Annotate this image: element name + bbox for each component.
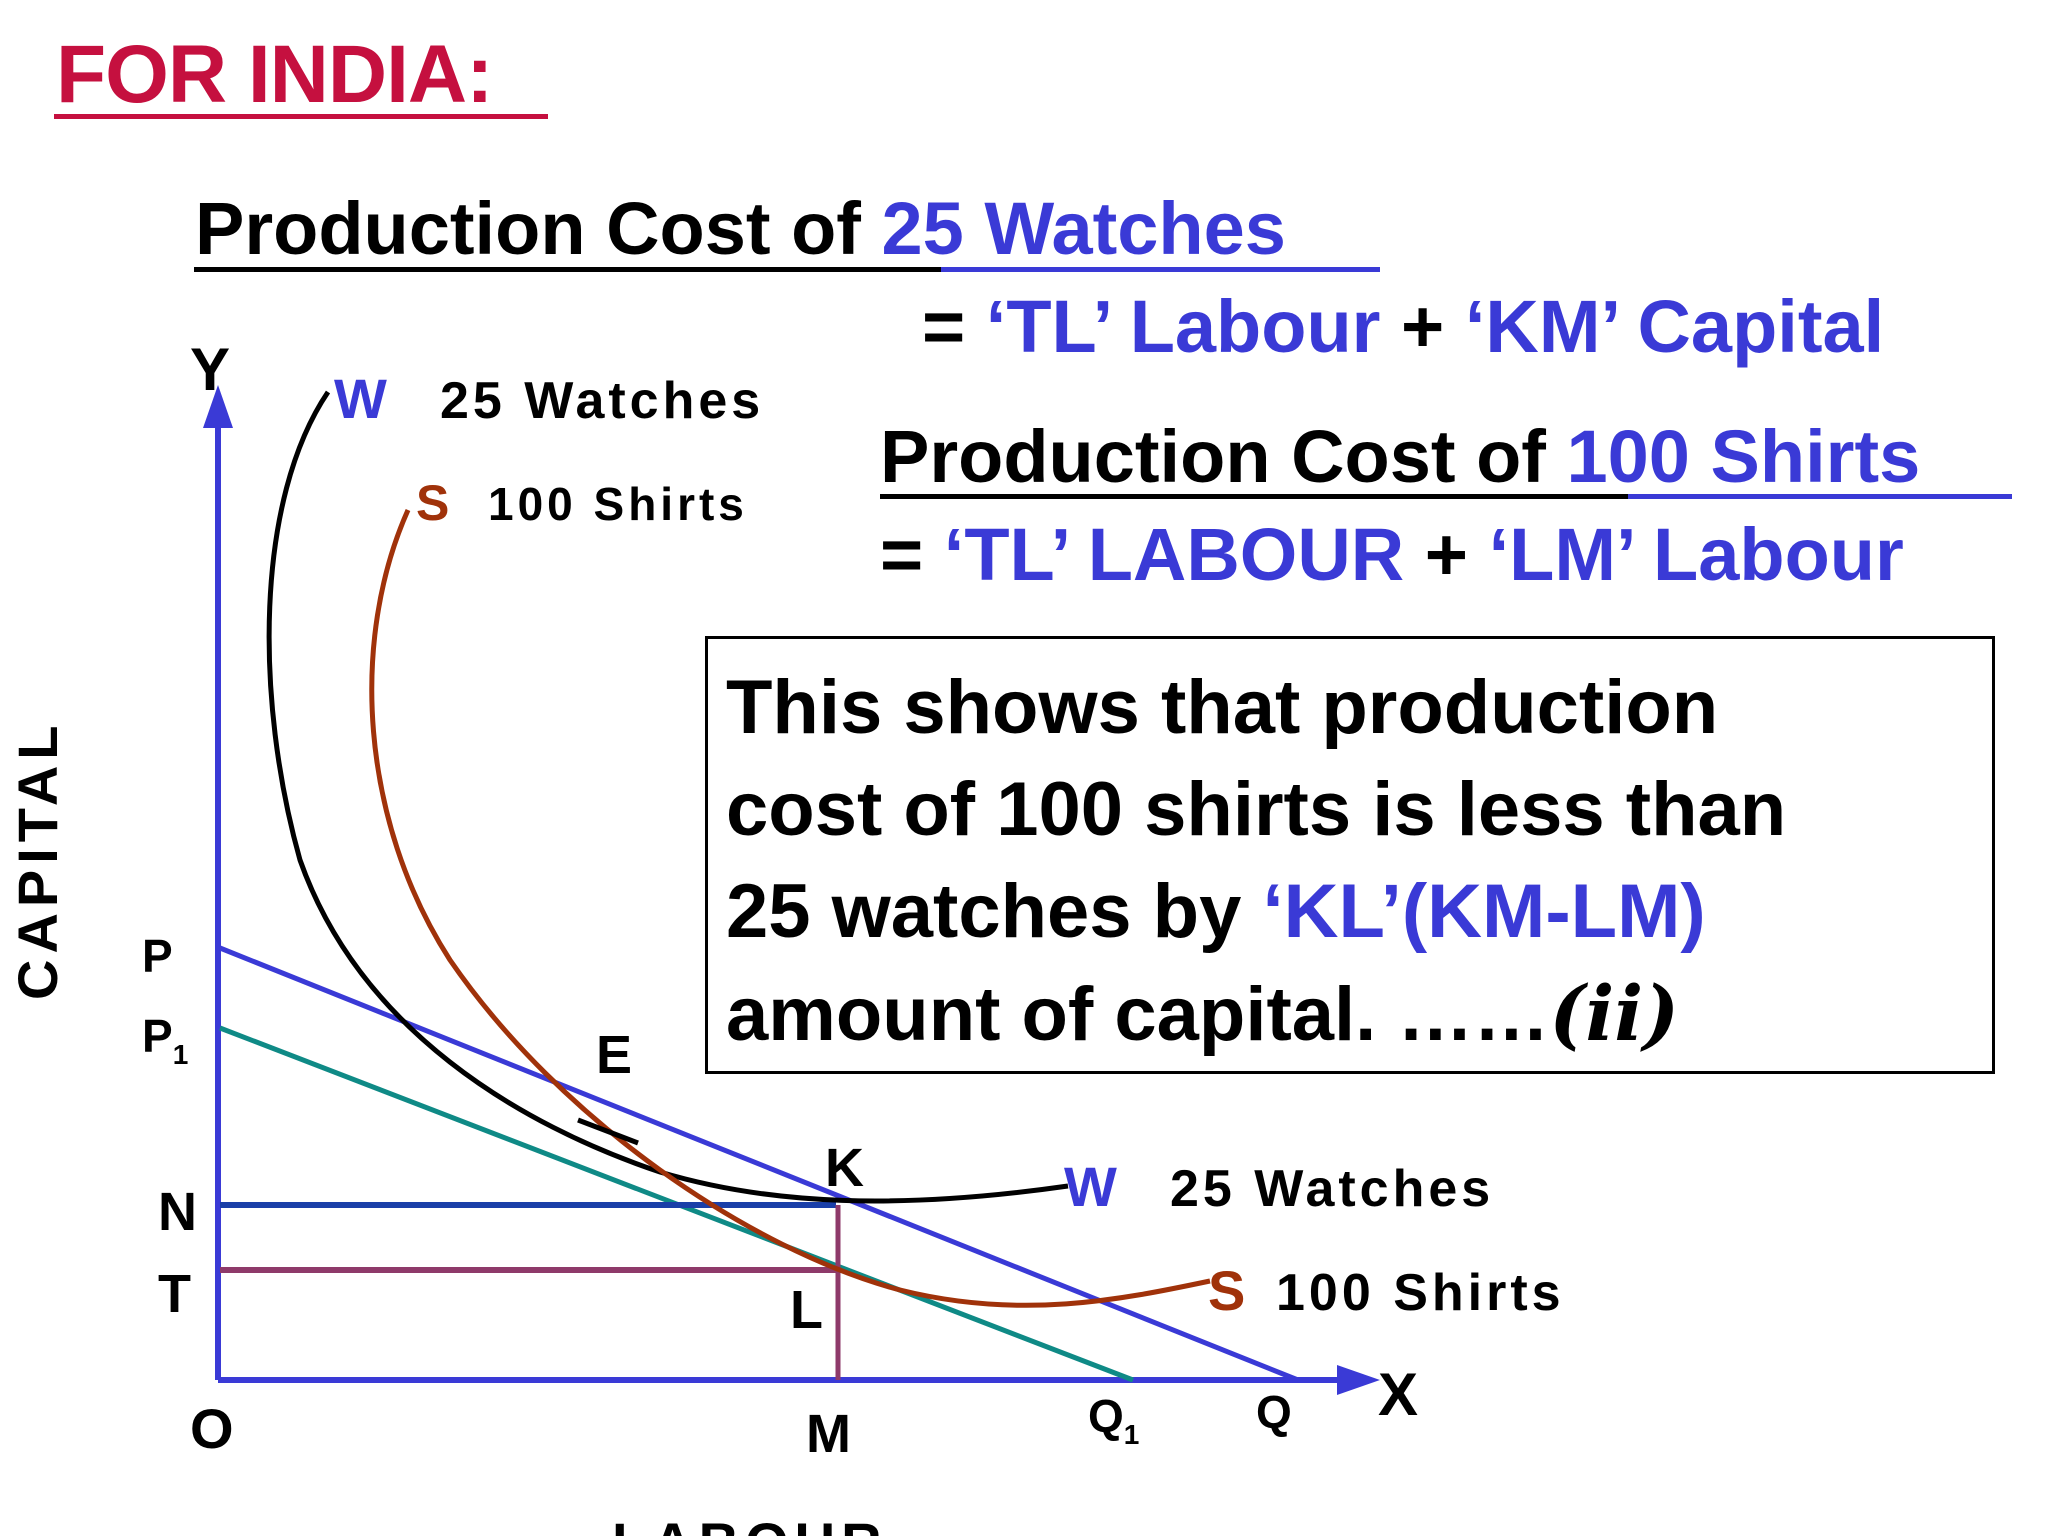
- shirts-eq-prefix: =: [880, 513, 944, 596]
- conclusion-line-3-highlight: ‘KL’(KM-LM): [1262, 869, 1706, 954]
- conclusion-text: This shows that production cost of 100 s…: [726, 657, 1786, 1066]
- curve-s-letter-bottom: S: [1208, 1259, 1245, 1322]
- watches-eq-prefix: =: [922, 285, 986, 368]
- point-label-n: N: [158, 1182, 197, 1242]
- conclusion-line-4: amount of capital. ……(ii): [726, 963, 1786, 1066]
- point-label-k: K: [825, 1138, 864, 1198]
- point-label-p1: P1: [142, 1010, 188, 1070]
- point-label-q1-subscript: 1: [1124, 1419, 1140, 1450]
- conclusion-box: This shows that production cost of 100 s…: [705, 636, 1995, 1074]
- conclusion-line-2: cost of 100 shirts is less than: [726, 767, 1787, 852]
- curve-s-label-bottom: 100 Shirts: [1276, 1264, 1565, 1322]
- conclusion-line-3: 25 watches by ‘KL’(KM-LM): [726, 861, 1786, 963]
- point-label-e: E: [596, 1025, 632, 1085]
- watches-eq-term1: ‘TL’ Labour: [985, 285, 1381, 368]
- y-axis-title: CAPITAL: [6, 720, 69, 1001]
- curve-s-letter-top: S: [416, 475, 449, 531]
- watches-cost-heading: Production Cost of 25 Watches: [195, 186, 1286, 271]
- watches-cost-highlight: 25 Watches: [881, 187, 1286, 270]
- conclusion-line-1: This shows that production: [726, 665, 1719, 750]
- point-label-p: P: [142, 930, 173, 982]
- conclusion-line-3-text: 25 watches by: [726, 869, 1263, 954]
- shirts-cost-heading: Production Cost of 100 Shirts: [880, 414, 1920, 499]
- point-label-q: Q: [1256, 1386, 1292, 1438]
- shirts-cost-underline-black: [880, 494, 1628, 499]
- curve-w-label-top: 25 Watches: [440, 372, 764, 430]
- origin-label: O: [190, 1397, 234, 1460]
- equation-number: (ii): [1549, 969, 1680, 1058]
- watches-eq-term2: ‘KM’ Capital: [1464, 285, 1885, 368]
- conclusion-line-4-text: amount of capital. ……: [726, 972, 1550, 1057]
- watches-cost-underline-black: [194, 267, 941, 272]
- shirts-cost-equation: = ‘TL’ LABOUR + ‘LM’ Labour: [880, 512, 1904, 597]
- x-axis-letter: X: [1378, 1361, 1418, 1428]
- x-axis-title: LABOUR: [612, 1511, 888, 1536]
- shirts-cost-highlight: 100 Shirts: [1566, 415, 1921, 498]
- shirts-eq-term1: ‘TL’ LABOUR: [943, 513, 1405, 596]
- tangent-mark-e: [577, 1117, 639, 1146]
- y-axis-letter: Y: [190, 336, 230, 403]
- x-axis-arrow: [1337, 1365, 1380, 1395]
- watches-eq-plus: +: [1380, 285, 1465, 368]
- curve-s-label-top: 100 Shirts: [488, 478, 748, 530]
- point-label-m: M: [806, 1404, 851, 1464]
- point-label-t: T: [158, 1264, 191, 1324]
- isoquant-watches: [266, 390, 1069, 1204]
- point-label-l: L: [790, 1280, 823, 1340]
- point-label-p1-letter: P: [142, 1010, 173, 1062]
- point-label-q1-letter: Q: [1088, 1390, 1124, 1442]
- curve-w-label-bottom: 25 Watches: [1170, 1160, 1494, 1218]
- shirts-eq-term2: ‘LM’ Labour: [1488, 513, 1904, 596]
- point-label-q1: Q1: [1088, 1390, 1139, 1450]
- shirts-cost-prefix: Production Cost of: [880, 415, 1567, 498]
- curve-w-letter-bottom: W: [1064, 1155, 1117, 1218]
- heading-underline: [54, 114, 548, 119]
- watches-cost-equation: = ‘TL’ Labour + ‘KM’ Capital: [922, 284, 1884, 369]
- iso-cost-line-pq: [219, 945, 1299, 1383]
- curve-w-letter-top: W: [334, 367, 387, 430]
- page-heading: FOR INDIA:: [56, 29, 493, 120]
- watches-cost-prefix: Production Cost of: [195, 187, 882, 270]
- watches-cost-underline-blue: [941, 267, 1380, 272]
- shirts-cost-underline-blue: [1628, 494, 2012, 499]
- shirts-eq-plus: +: [1404, 513, 1489, 596]
- y-axis-arrow: [203, 385, 233, 428]
- point-label-p1-subscript: 1: [173, 1039, 189, 1070]
